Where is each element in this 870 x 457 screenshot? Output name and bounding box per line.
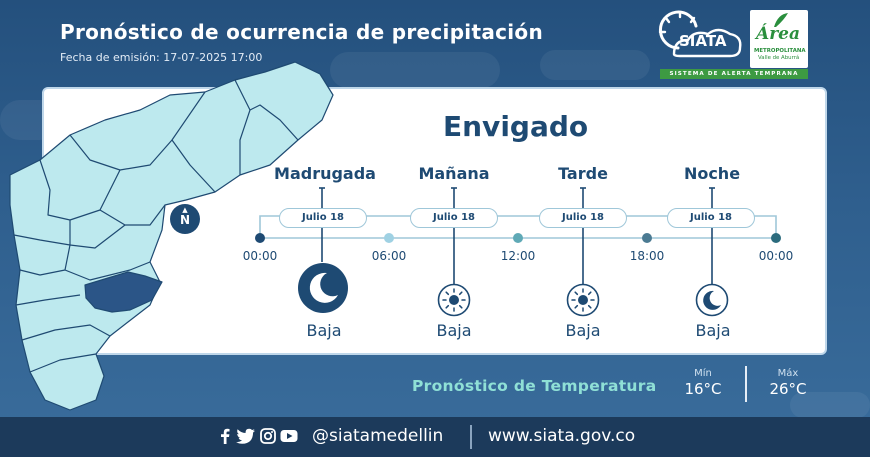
background-cloud: [330, 52, 500, 88]
background-cloud: [790, 392, 870, 418]
background-cloud: [540, 50, 650, 80]
tick-dot: [513, 233, 523, 243]
precipitation-level: Baja: [436, 321, 472, 340]
temperature-divider: [745, 366, 747, 402]
social-handle[interactable]: @siatamedellin: [312, 426, 444, 446]
map-municipality-highlighted: [84, 271, 163, 313]
temperature-min-value: 16°C: [684, 380, 722, 398]
date-pill: Julio 18: [279, 208, 367, 228]
period-madrugada: Madrugada: [274, 164, 376, 183]
footer-bar: [0, 417, 870, 457]
timeline-bracket: [259, 215, 777, 238]
north-arrow-icon: ▲: [182, 206, 188, 214]
date-pill: Julio 18: [410, 208, 498, 228]
tick-dot: [255, 233, 265, 243]
instagram-icon[interactable]: [260, 428, 276, 444]
facebook-icon[interactable]: [220, 428, 230, 444]
time-tick: 00:00: [758, 249, 794, 263]
issue-date: Fecha de emisión: 17-07-2025 17:00: [60, 51, 262, 64]
north-indicator: ▲ N: [170, 204, 200, 234]
north-label: N: [179, 213, 191, 227]
area-metropolitana-logo: Área METROPOLITANA Valle de Aburrá: [750, 10, 808, 68]
period-manana: Mañana: [418, 164, 490, 183]
area-logo-word: Área: [756, 24, 800, 44]
sun-icon: [566, 283, 600, 317]
temperature-min-label: Mín: [694, 368, 712, 379]
time-tick: 00:00: [242, 249, 278, 263]
area-logo-line1: METROPOLITANA: [754, 48, 806, 54]
temperature-max-value: 26°C: [769, 380, 807, 398]
date-pill: Julio 18: [667, 208, 755, 228]
time-tick: 12:00: [500, 249, 536, 263]
moon-icon: [695, 283, 729, 317]
precipitation-level: Baja: [695, 321, 731, 340]
period-tarde: Tarde: [558, 164, 608, 183]
tick-dot: [771, 233, 781, 243]
moon-icon: [298, 263, 348, 313]
temperature-max-label: Máx: [777, 368, 799, 379]
page-title: Pronóstico de ocurrencia de precipitació…: [60, 20, 544, 44]
sun-icon: [437, 283, 471, 317]
siata-logo: [658, 10, 742, 58]
website-link[interactable]: www.siata.gov.co: [488, 426, 636, 446]
municipality-name: Envigado: [443, 110, 589, 143]
twitter-icon[interactable]: [236, 428, 255, 444]
date-pill: Julio 18: [539, 208, 627, 228]
time-tick: 06:00: [371, 249, 407, 263]
leaf-icon: [774, 13, 788, 27]
precipitation-level: Baja: [565, 321, 601, 340]
period-noche: Noche: [683, 164, 741, 183]
time-tick: 18:00: [629, 249, 665, 263]
youtube-icon[interactable]: [280, 428, 298, 444]
siata-logo-text: SIATA: [679, 32, 727, 50]
issue-date-label: Fecha de emisión:: [60, 51, 160, 64]
tick-dot: [384, 233, 394, 243]
footer-divider: [470, 425, 472, 449]
issue-date-value: 17-07-2025 17:00: [163, 51, 263, 64]
temperature-title: Pronóstico de Temperatura: [412, 377, 657, 395]
tick-dot: [642, 233, 652, 243]
precipitation-level: Baja: [306, 321, 342, 340]
alert-system-strip: SISTEMA DE ALERTA TEMPRANA: [660, 69, 808, 79]
area-logo-line2: Valle de Aburrá: [758, 55, 800, 61]
